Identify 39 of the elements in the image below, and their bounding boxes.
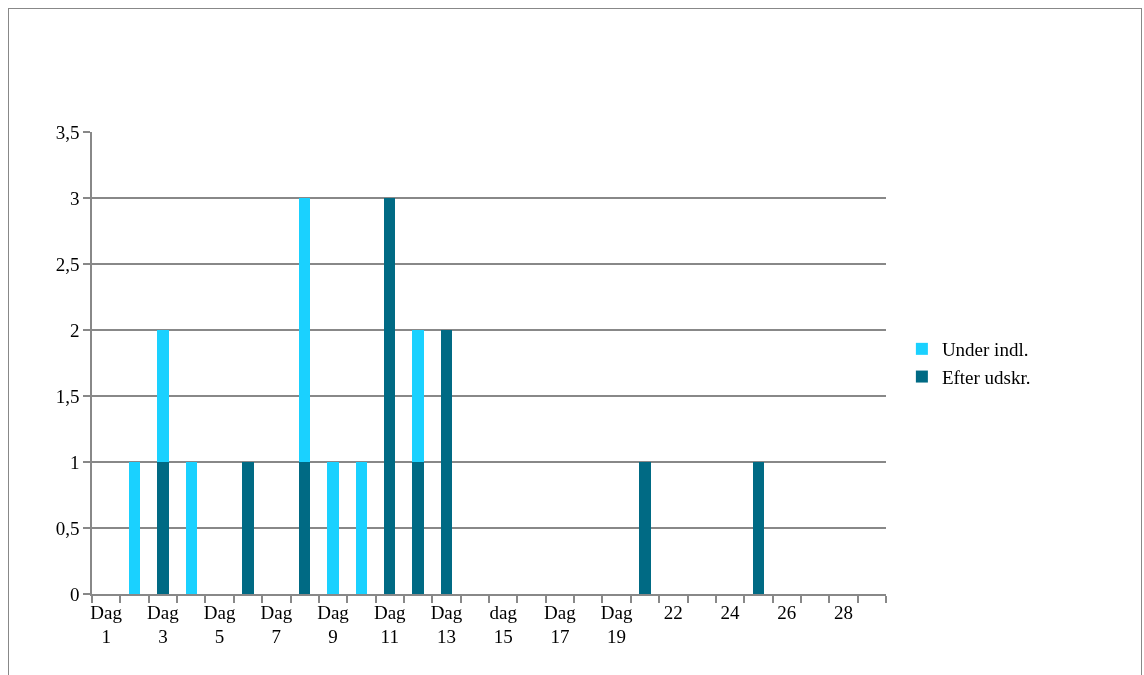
bar <box>157 462 169 594</box>
bar <box>242 462 254 594</box>
legend-label: Under indl. <box>941 339 1029 361</box>
bar <box>355 462 368 594</box>
x-tick-label: 28 <box>833 601 853 623</box>
y-tick-label: 3,5 <box>55 121 80 143</box>
x-tick-label: Dag 13 <box>430 601 463 648</box>
x-tick-label: Dag 11 <box>373 601 407 648</box>
y-tick-label: 3 <box>69 187 80 209</box>
bar <box>299 462 311 594</box>
x-tick-label: Dag 19 <box>600 601 633 648</box>
x-tick-label: Dag 17 <box>544 601 577 648</box>
x-tick-label: Dag 9 <box>317 601 350 648</box>
x-tick-label: 26 <box>777 601 797 623</box>
y-tick-label: 2 <box>69 319 80 341</box>
bar <box>299 198 311 462</box>
y-tick-label: 1,5 <box>55 385 80 407</box>
bar <box>639 462 651 594</box>
legend-label: Efter udskr. <box>941 366 1031 388</box>
bar <box>752 462 765 594</box>
bar <box>412 330 424 462</box>
x-tick-label: 24 <box>720 601 741 623</box>
bar <box>157 330 169 462</box>
bar <box>128 462 141 594</box>
bar <box>412 462 424 594</box>
x-tick-label: Dag 7 <box>260 601 293 648</box>
x-tick-label: 22 <box>663 601 683 623</box>
x-tick-label: Dag 1 <box>90 601 123 648</box>
bar <box>185 462 197 594</box>
y-tick-label: 1 <box>69 451 80 473</box>
bar <box>327 462 339 594</box>
y-tick-label: 0 <box>69 583 80 605</box>
x-tick-label: Dag 5 <box>203 601 236 648</box>
y-tick-label: 0,5 <box>55 517 80 539</box>
bar <box>384 198 396 594</box>
x-tick-label: Dag 3 <box>147 601 180 648</box>
x-tick-label: dag 15 <box>489 601 518 648</box>
y-tick-label: 2,5 <box>55 253 80 275</box>
bar <box>440 330 453 594</box>
